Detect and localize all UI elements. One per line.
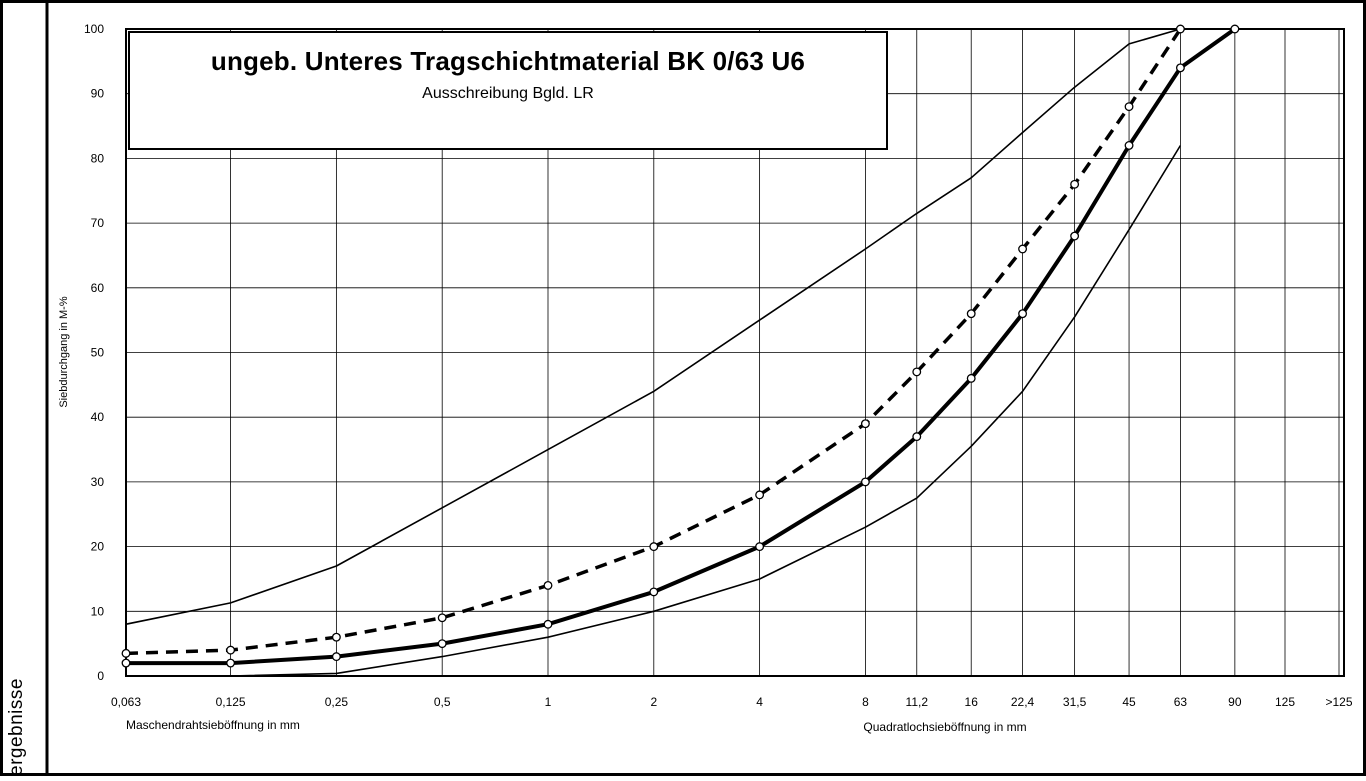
data-point-thick xyxy=(543,619,553,629)
x-tick-label: 2 xyxy=(650,695,657,709)
data-point-dashed xyxy=(226,645,236,655)
y-tick-label: 70 xyxy=(91,216,105,230)
y-tick-label: 20 xyxy=(91,540,105,554)
y-tick-label: 50 xyxy=(91,346,105,360)
data-point-thick xyxy=(121,658,131,668)
data-point-dashed xyxy=(1018,244,1028,254)
data-point-dashed xyxy=(1124,102,1134,112)
plot-area-border xyxy=(125,28,1345,677)
x-tick-label: 16 xyxy=(965,695,979,709)
data-point-dashed xyxy=(543,580,553,590)
data-point-dashed xyxy=(860,419,870,429)
data-point-dashed xyxy=(966,309,976,319)
x-tick-label: 0,5 xyxy=(434,695,451,709)
data-point-thick xyxy=(755,542,765,552)
y-tick-label: 80 xyxy=(91,151,105,165)
x-tick-label: 0,063 xyxy=(111,695,141,709)
data-point-thick xyxy=(1230,24,1240,34)
data-point-thick xyxy=(437,639,447,649)
y-tick-label: 0 xyxy=(97,669,104,683)
series-line-thin xyxy=(125,28,1181,625)
x-tick-label: >125 xyxy=(1325,695,1352,709)
x-axis-label-right: Quadratlochsieböffnung in mm xyxy=(863,720,1026,734)
series-line-thin xyxy=(230,145,1182,677)
side-caption: ergebnisse xyxy=(6,678,27,776)
series-line-dashed xyxy=(125,28,1182,656)
data-point-thick xyxy=(966,373,976,383)
data-point-thick xyxy=(1124,141,1134,150)
y-tick-label: 30 xyxy=(91,475,105,489)
x-tick-label: 11,2 xyxy=(906,695,929,709)
data-point-thick xyxy=(912,432,922,442)
chart-title-box: ungeb. Unteres Tragschichtmaterial BK 0/… xyxy=(128,31,888,150)
y-tick-label: 10 xyxy=(91,604,105,618)
data-point-thick xyxy=(860,477,870,487)
x-tick-label: 0,25 xyxy=(325,695,349,709)
x-tick-label: 63 xyxy=(1174,695,1188,709)
x-tick-label: 8 xyxy=(862,695,869,709)
chart-title: ungeb. Unteres Tragschichtmaterial BK 0/… xyxy=(210,46,806,76)
data-point-dashed xyxy=(1175,24,1185,34)
x-tick-label: 22,4 xyxy=(1011,695,1035,709)
x-tick-label: 90 xyxy=(1228,695,1242,709)
data-point-dashed xyxy=(437,613,447,623)
data-point-thick xyxy=(1070,231,1080,241)
data-point-dashed xyxy=(755,490,765,500)
data-point-dashed xyxy=(331,632,341,642)
x-tick-label: 0,125 xyxy=(216,695,246,709)
data-point-dashed xyxy=(121,648,131,658)
x-tick-label: 4 xyxy=(756,695,763,709)
y-tick-label: 60 xyxy=(91,281,105,295)
x-tick-label: 45 xyxy=(1122,695,1136,709)
y-tick-label: 100 xyxy=(84,22,104,36)
data-point-dashed xyxy=(1070,179,1080,189)
chart-subtitle: Ausschreibung Bgld. LR xyxy=(422,85,594,102)
y-tick-label: 40 xyxy=(91,410,105,424)
x-tick-label: 31,5 xyxy=(1063,695,1087,709)
x-tick-label: 1 xyxy=(545,695,552,709)
y-tick-label: 90 xyxy=(91,87,105,101)
data-point-dashed xyxy=(912,367,922,377)
data-point-thick xyxy=(226,658,236,668)
data-point-thick xyxy=(1175,63,1185,73)
data-point-dashed xyxy=(649,542,659,552)
x-axis-label-left: Maschendrahtsieböffnung in mm xyxy=(126,718,300,732)
data-point-thick xyxy=(331,652,341,662)
y-axis-label: Siebdurchgang in M-% xyxy=(58,296,70,408)
data-point-thick xyxy=(649,587,659,597)
x-tick-label: 125 xyxy=(1275,695,1295,709)
data-point-thick xyxy=(1018,309,1028,319)
